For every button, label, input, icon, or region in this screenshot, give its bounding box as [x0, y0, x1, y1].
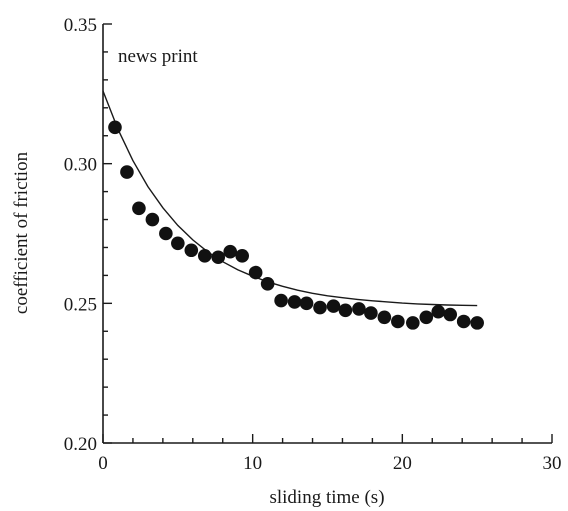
x-tick-label: 20: [393, 453, 412, 474]
y-minor-ticks: [103, 51, 108, 416]
data-point: [406, 316, 420, 330]
y-tick-label: 0.25: [64, 294, 97, 315]
data-point: [260, 276, 275, 291]
data-point: [159, 226, 173, 241]
annotation-label: news print: [118, 46, 198, 67]
data-point: [377, 310, 392, 325]
data-point: [211, 250, 226, 265]
data-point: [132, 201, 146, 216]
x-tick-labels: 0 10 20 30: [98, 453, 561, 474]
x-axis-label: sliding time (s): [269, 487, 384, 508]
data-point: [313, 300, 327, 315]
x-tick-label: 10: [243, 453, 262, 474]
data-point: [274, 293, 288, 308]
fit-curve: [102, 90, 478, 307]
data-point: [108, 120, 122, 135]
data-point: [456, 314, 471, 329]
x-major-ticks: [102, 434, 553, 443]
data-point: [470, 316, 484, 330]
data-point: [338, 303, 353, 318]
data-point: [326, 299, 341, 313]
x-tick-label: 0: [98, 453, 108, 474]
y-tick-label: 0.30: [64, 155, 97, 176]
data-point: [287, 295, 302, 309]
x-minor-ticks: [132, 438, 523, 443]
y-tick-labels: 0.20 0.25 0.30 0.35: [64, 15, 97, 455]
data-point: [364, 306, 378, 320]
data-point: [184, 243, 199, 258]
data-points: [108, 120, 484, 330]
data-point: [171, 236, 185, 251]
data-point: [145, 212, 160, 227]
data-point: [431, 304, 446, 319]
y-tick-label: 0.20: [64, 434, 97, 455]
data-point: [443, 307, 458, 322]
data-point: [120, 165, 134, 179]
data-point: [223, 244, 238, 259]
data-point: [235, 249, 249, 263]
data-point: [248, 265, 263, 280]
data-point: [419, 310, 434, 325]
data-point: [197, 249, 212, 263]
x-tick-label: 30: [543, 453, 562, 474]
data-point: [299, 296, 314, 311]
y-axis-label: coefficient of friction: [11, 151, 32, 314]
data-point: [391, 314, 405, 329]
y-major-ticks: [103, 23, 112, 444]
data-point: [352, 302, 366, 316]
y-tick-label: 0.35: [64, 15, 97, 36]
